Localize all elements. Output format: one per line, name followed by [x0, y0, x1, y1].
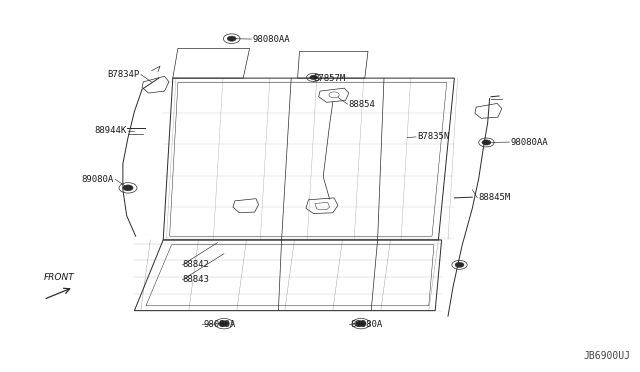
- Text: 88854: 88854: [349, 100, 376, 109]
- Text: B7835N: B7835N: [417, 132, 449, 141]
- Circle shape: [310, 75, 317, 80]
- Circle shape: [356, 321, 366, 327]
- Text: 98080AA: 98080AA: [253, 35, 291, 44]
- Text: 98080AA: 98080AA: [511, 138, 548, 147]
- Text: FRONT: FRONT: [44, 273, 74, 282]
- Text: 88080A: 88080A: [351, 320, 383, 329]
- Circle shape: [219, 321, 229, 327]
- Text: 88843: 88843: [182, 275, 209, 284]
- Text: JB6900UJ: JB6900UJ: [584, 351, 630, 361]
- Circle shape: [455, 262, 464, 267]
- Text: 88845M: 88845M: [479, 193, 511, 202]
- Text: B7857M: B7857M: [314, 74, 346, 83]
- Text: 88842: 88842: [182, 260, 209, 269]
- Circle shape: [482, 140, 491, 145]
- Text: 89080A: 89080A: [82, 175, 114, 184]
- Circle shape: [227, 36, 236, 41]
- Circle shape: [123, 185, 133, 191]
- Text: 98080A: 98080A: [204, 320, 236, 329]
- Text: 88944K: 88944K: [95, 126, 127, 135]
- Text: B7834P: B7834P: [108, 70, 140, 79]
